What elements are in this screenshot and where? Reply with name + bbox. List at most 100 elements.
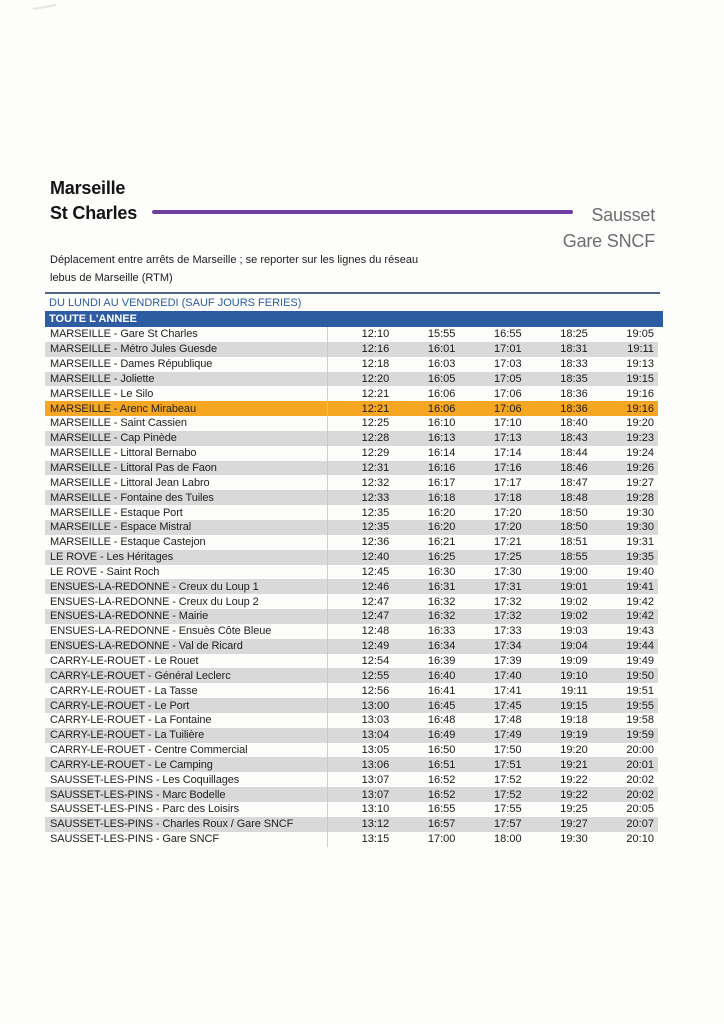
- table-row: SAUSSET-LES-PINS - Parc des Loisirs 13:10…: [45, 802, 658, 817]
- time-cell: 13:12: [361, 818, 390, 831]
- table-row: ENSUES-LA-REDONNE - Creux du Loup 2 12:47…: [45, 594, 658, 609]
- time-cell: 16:57: [427, 818, 456, 831]
- time-cell: 20:01: [626, 758, 654, 771]
- table-row: SAUSSET-LES-PINS - Charles Roux / Gare S…: [45, 816, 658, 832]
- time-cell: 12:35: [361, 521, 390, 534]
- time-cell: 17:20: [494, 506, 522, 519]
- time-cell: 17:21: [494, 536, 522, 549]
- table-row: CARRY-LE-ROUET - La Tuilière 13:04 16:49 17…: [45, 727, 658, 743]
- table-row: CARRY-LE-ROUET - Général Leclerc 12:55 16:…: [45, 668, 658, 684]
- time-cell: 19:11: [561, 684, 588, 697]
- time-cell: 16:34: [427, 640, 456, 653]
- table-row: ENSUES-LA-REDONNE - Ensuès Côte Bleue 12:…: [45, 624, 658, 639]
- time-cell: 12:33: [361, 491, 390, 504]
- time-cell: 18:25: [560, 328, 588, 341]
- time-cell: 16:51: [427, 758, 456, 771]
- origin-line2: St Charles: [50, 203, 138, 223]
- time-cell: 17:34: [494, 640, 522, 653]
- table-row: MARSEILLE - Cap Pinède 12:28 16:13 17:13 18:…: [45, 430, 658, 446]
- time-cell: 16:39: [427, 654, 456, 667]
- table-row: SAUSSET-LES-PINS - Les Coquillages 13:07 1…: [45, 772, 658, 787]
- destination-line1: Sausset: [591, 205, 655, 225]
- time-cell: 12:56: [361, 684, 390, 697]
- table-row: SAUSSET-LES-PINS - Gare SNCF 13:15 17:00 18…: [45, 832, 658, 847]
- time-cell: 18:44: [560, 447, 588, 460]
- table-row: CARRY-LE-ROUET - Le Camping 13:06 16:51 17:…: [45, 757, 658, 773]
- table-row: MARSEILLE - Saint Cassien 12:25 16:10 17:10…: [45, 416, 658, 431]
- time-cell: 19:16: [626, 387, 654, 400]
- time-cell: 12:48: [361, 625, 390, 638]
- stop-name: CARRY-LE-ROUET - La Tasse: [50, 684, 198, 697]
- time-cell: 17:25: [494, 551, 522, 564]
- time-cell: 19:30: [560, 833, 588, 846]
- time-cell: 18:35: [560, 372, 588, 385]
- time-cell: 18:36: [560, 387, 588, 400]
- stop-name: ENSUES-LA-REDONNE - Creux du Loup 1: [50, 580, 259, 593]
- table-row: ENSUES-LA-REDONNE - Val de Ricard 12:49 16…: [45, 638, 658, 654]
- note-text: Déplacement entre arrêts de Marseille ; …: [50, 251, 418, 287]
- time-cell: 18:48: [560, 491, 588, 504]
- time-cell: 17:39: [494, 654, 522, 667]
- stop-name: MARSEILLE - Arenc Mirabeau: [50, 402, 196, 415]
- time-cell: 17:40: [494, 669, 522, 682]
- time-cell: 17:52: [494, 788, 522, 801]
- period-header: DU LUNDI AU VENDREDI (SAUF JOURS FERIES): [49, 297, 302, 309]
- time-cell: 20:07: [626, 818, 654, 831]
- timetable-rows: MARSEILLE - Gare St Charles 12:10 15:55 16:…: [45, 327, 658, 847]
- time-cell: 20:05: [626, 803, 654, 816]
- time-cell: 16:49: [427, 729, 456, 742]
- stop-name: SAUSSET-LES-PINS - Les Coquillages: [50, 773, 240, 786]
- time-cell: 19:25: [560, 803, 588, 816]
- time-cell: 19:49: [626, 654, 654, 667]
- time-cell: 18:00: [494, 833, 522, 846]
- time-cell: 12:47: [361, 610, 390, 623]
- time-cell: 12:49: [361, 640, 390, 653]
- time-cell: 18:33: [560, 358, 588, 371]
- table-row: MARSEILLE - Littoral Jean Labro 12:32 16:1…: [45, 475, 658, 490]
- time-cell: 12:40: [361, 551, 390, 564]
- time-cell: 12:20: [361, 372, 390, 385]
- time-cell: 16:05: [427, 372, 456, 385]
- time-cell: 19:02: [560, 610, 588, 623]
- time-cell: 19:22: [560, 788, 588, 801]
- time-cell: 16:20: [427, 521, 456, 534]
- table-row: MARSEILLE - Le Silo 12:21 16:06 17:06 18:36 1…: [45, 386, 658, 401]
- destination-title: Sausset Gare SNCF: [563, 202, 655, 254]
- time-cell: 18:50: [560, 506, 588, 519]
- stop-name: ENSUES-LA-REDONNE - Mairie: [50, 610, 209, 623]
- destination-line2: Gare SNCF: [562, 231, 655, 251]
- table-row: CARRY-LE-ROUET - La Fontaine 13:03 16:48 17…: [45, 713, 658, 728]
- time-cell: 12:46: [361, 580, 390, 593]
- time-cell: 17:03: [494, 358, 522, 371]
- time-cell: 19:13: [626, 358, 654, 371]
- time-cell: 12:25: [361, 417, 390, 430]
- time-cell: 17:18: [494, 491, 522, 504]
- table-row: MARSEILLE - Dames République 12:18 16:03 17…: [45, 357, 658, 372]
- time-cell: 19:19: [560, 729, 588, 742]
- time-cell: 13:03: [361, 714, 390, 727]
- stop-name: ENSUES-LA-REDONNE - Ensuès Côte Bleue: [50, 625, 272, 638]
- stop-name: ENSUES-LA-REDONNE - Val de Ricard: [50, 640, 243, 653]
- stop-name: MARSEILLE - Estaque Port: [50, 506, 183, 519]
- time-cell: 19:03: [560, 625, 588, 638]
- time-cell: 18:36: [560, 402, 588, 415]
- top-rule: [45, 292, 660, 294]
- time-cell: 12:10: [361, 328, 390, 341]
- stop-name: MARSEILLE - Cap Pinède: [50, 432, 177, 445]
- time-cell: 20:02: [626, 788, 654, 801]
- time-cell: 16:25: [427, 551, 456, 564]
- time-cell: 16:45: [427, 699, 456, 712]
- time-cell: 18:31: [560, 343, 588, 356]
- stop-name: CARRY-LE-ROUET - Général Leclerc: [50, 669, 231, 682]
- time-cell: 17:41: [494, 684, 522, 697]
- table-row: MARSEILLE - Gare St Charles 12:10 15:55 16:…: [45, 327, 658, 342]
- time-cell: 17:33: [494, 625, 522, 638]
- time-cell: 19:40: [626, 565, 654, 578]
- stop-name: MARSEILLE - Métro Jules Guesde: [50, 343, 217, 356]
- table-row: MARSEILLE - Littoral Pas de Faon 12:31 16:…: [45, 460, 658, 476]
- time-cell: 17:05: [494, 372, 522, 385]
- time-cell: 16:20: [427, 506, 456, 519]
- time-cell: 19:15: [626, 372, 654, 385]
- table-row: ENSUES-LA-REDONNE - Mairie 12:47 16:32 17:3…: [45, 609, 658, 624]
- time-cell: 12:36: [361, 536, 390, 549]
